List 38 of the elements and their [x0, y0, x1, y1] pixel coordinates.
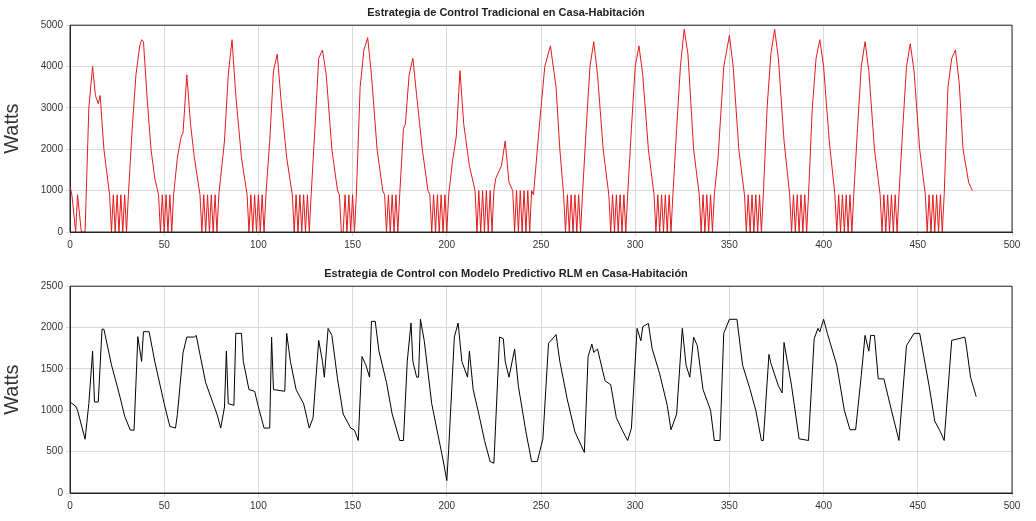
x-tick-label: 300 — [626, 238, 644, 250]
y-tick-label: 0 — [57, 225, 64, 237]
x-tick-label: 250 — [532, 499, 550, 511]
x-tick-label: 150 — [344, 238, 362, 250]
x-tick-label: 100 — [250, 499, 268, 511]
x-tick-label: 50 — [158, 499, 171, 511]
x-tick-label: 200 — [438, 499, 456, 511]
x-tick-label: 250 — [532, 238, 550, 250]
x-tick-label: 350 — [721, 238, 739, 250]
x-tick-label: 500 — [1003, 238, 1021, 250]
y-axis-title: Watts — [0, 364, 22, 415]
y-tick-label: 500 — [46, 445, 64, 457]
x-tick-label: 50 — [158, 238, 171, 250]
y-tick-label: 2000 — [40, 321, 64, 333]
x-tick-label: 450 — [909, 499, 927, 511]
x-tick-label: 0 — [67, 499, 74, 511]
x-tick-label: 200 — [438, 238, 456, 250]
x-tick-label: 400 — [815, 499, 833, 511]
x-tick-label: 400 — [815, 238, 833, 250]
y-tick-label: 1000 — [40, 404, 64, 416]
x-tick-label: 350 — [721, 499, 739, 511]
x-tick-label: 100 — [250, 238, 268, 250]
y-tick-label: 3000 — [40, 101, 64, 113]
x-tick-label: 450 — [909, 238, 927, 250]
y-tick-label: 5000 — [40, 18, 64, 30]
chart-title: Estrategia de Control con Modelo Predictivo RLM en Casa-Habitación — [324, 266, 689, 279]
x-tick-label: 500 — [1003, 499, 1021, 511]
x-tick-label: 0 — [67, 238, 74, 250]
x-tick-label: 150 — [344, 499, 362, 511]
x-tick-label: 300 — [626, 499, 644, 511]
y-tick-label: 4000 — [40, 60, 64, 72]
chart-title: Estrategia de Control Tradicional en Casa-Habitación — [367, 5, 646, 18]
y-tick-label: 2500 — [40, 279, 64, 291]
y-tick-label: 2000 — [40, 143, 64, 155]
y-tick-label: 1500 — [40, 362, 64, 374]
y-axis-title: Watts — [0, 103, 22, 154]
y-tick-label: 0 — [57, 486, 64, 498]
y-tick-label: 1000 — [40, 184, 64, 196]
